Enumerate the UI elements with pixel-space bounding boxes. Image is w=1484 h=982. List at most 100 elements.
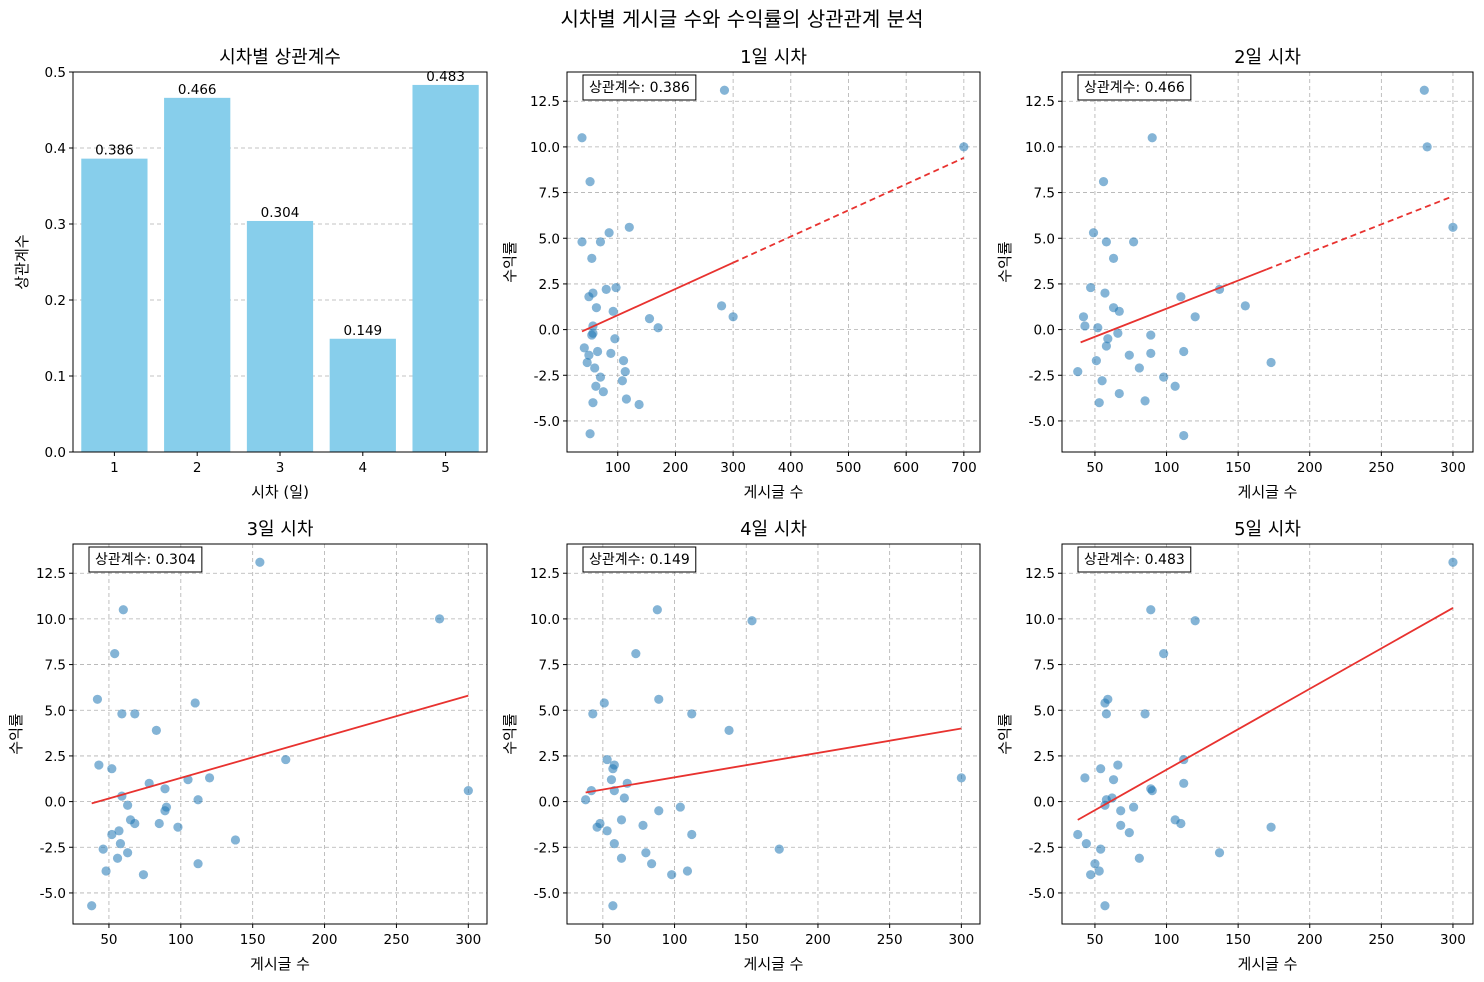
y-tick-label: -2.5 (1029, 840, 1055, 856)
x-axis-label: 게시글 수 (744, 955, 804, 973)
x-tick-label: 100 (168, 932, 194, 948)
scatter-point (1103, 334, 1113, 344)
scatter-point (117, 709, 127, 719)
scatter-point (1081, 839, 1091, 849)
annotation-box (1077, 546, 1192, 573)
x-tick-label: 50 (1086, 932, 1103, 948)
scatter-point (592, 346, 603, 357)
subplot-title: 1일 시차 (740, 47, 807, 68)
y-tick-label: 0.0 (45, 445, 66, 461)
x-axis-label: 게시글 수 (744, 483, 804, 501)
x-tick-label: 250 (877, 932, 903, 948)
scatter-point (610, 334, 620, 344)
subplot-title: 5일 시차 (1234, 519, 1301, 540)
y-tick-label: 5.0 (1034, 703, 1055, 719)
bar-value-label: 0.483 (426, 69, 465, 85)
scatter-point (595, 372, 606, 382)
scatter-point (463, 786, 473, 796)
annotation-box (1077, 74, 1192, 101)
scatter-point (588, 288, 598, 298)
y-tick-label: 2.5 (539, 749, 560, 765)
x-tick-label: 200 (805, 932, 831, 948)
scatter-point (1100, 288, 1110, 298)
scatter-point (1107, 793, 1117, 803)
subplot-4: 50 100 150 200 250 300 상관계수: 0.304 -5.0 -2.5 0.0 2… (7, 519, 488, 973)
scatter-point (1101, 237, 1111, 247)
scatter-point (1179, 346, 1189, 357)
scatter-point (1140, 396, 1150, 406)
y-axis-label: 수익률 (996, 241, 1014, 283)
scatter-point (1116, 806, 1126, 816)
x-tick-label: 300 (948, 932, 974, 948)
axes-frame (1061, 543, 1474, 925)
y-tick-label: 0.2 (45, 293, 66, 309)
scatter-point (682, 866, 693, 876)
scatter-point (1448, 557, 1458, 567)
chart-panels: 0.386 0.466 0.304 0.149 0.483 1 2 3 4 5 0.0 0.1 0.2 0… (7, 47, 1474, 973)
scatter-point (956, 773, 966, 783)
scatter-point (94, 760, 104, 770)
x-tick-label: 1 (110, 460, 119, 476)
x-tick-label: 250 (1368, 460, 1394, 476)
scatter-point (1101, 341, 1111, 351)
scatter-point (1088, 228, 1099, 238)
x-tick-label: 300 (720, 460, 746, 476)
scatter-point (1190, 312, 1200, 322)
y-tick-label: 2.5 (539, 277, 560, 293)
scatter-point (587, 253, 597, 263)
y-tick-label: 0.4 (45, 141, 66, 157)
y-tick-label: 7.5 (1034, 658, 1055, 674)
scatter-point (581, 795, 591, 805)
scatter-point (619, 793, 629, 803)
scatter-point (644, 314, 655, 324)
y-tick-label: -5.0 (1029, 414, 1055, 430)
x-tick-label: 300 (455, 932, 481, 948)
scatter-point (1146, 605, 1156, 615)
scatter-point (1086, 870, 1096, 880)
y-tick-label: 12.5 (530, 94, 560, 110)
y-tick-label: -5.0 (1029, 886, 1055, 902)
scatter-point (631, 649, 641, 659)
scatter-point (1147, 133, 1157, 143)
scatter-point (130, 818, 140, 829)
x-tick-label: 150 (733, 932, 759, 948)
scatter-point (687, 829, 697, 840)
x-tick-label: 200 (1297, 460, 1323, 476)
annotation-box (582, 546, 697, 573)
x-tick-label: 150 (1225, 460, 1251, 476)
scatter-point (1073, 367, 1083, 377)
correlation-annotation: 상관계수: 0.149 (589, 552, 690, 568)
y-tick-label: 0.0 (539, 323, 560, 339)
scatter-point (638, 820, 648, 830)
scatter-point (616, 815, 627, 825)
x-tick-label: 3 (276, 460, 285, 476)
scatter-point (620, 367, 630, 377)
scatter-point (602, 754, 612, 765)
x-tick-label: 4 (359, 460, 368, 476)
scatter-point (1134, 363, 1144, 373)
x-axis-label: 게시글 수 (250, 955, 310, 973)
trend-line-dashed (732, 157, 965, 264)
scatter-point (1266, 822, 1276, 832)
scatter-point (1159, 649, 1169, 659)
subplot-2: 100 200 300 400 500 600 700 상관계수: 0.386 -5.0 -2.5… (501, 47, 981, 501)
trend-line-solid (581, 261, 734, 333)
x-tick-label: 5 (441, 460, 450, 476)
x-tick-label: 300 (1440, 932, 1466, 948)
scatter-point (584, 350, 594, 360)
scatter-point (1266, 357, 1276, 368)
x-tick-label: 100 (1154, 932, 1180, 948)
x-tick-label: 100 (605, 460, 631, 476)
bar-value-label: 0.149 (343, 323, 382, 339)
scatter-point (606, 775, 617, 785)
x-tick-label: 500 (836, 460, 862, 476)
scatter-point (1091, 356, 1101, 366)
y-tick-label: 0.1 (45, 369, 66, 385)
scatter-point (609, 839, 619, 849)
scatter-point (588, 398, 598, 408)
scatter-point (621, 394, 632, 404)
x-tick-label: 700 (951, 460, 977, 476)
scatter-point (667, 870, 677, 880)
scatter-point (592, 822, 602, 832)
